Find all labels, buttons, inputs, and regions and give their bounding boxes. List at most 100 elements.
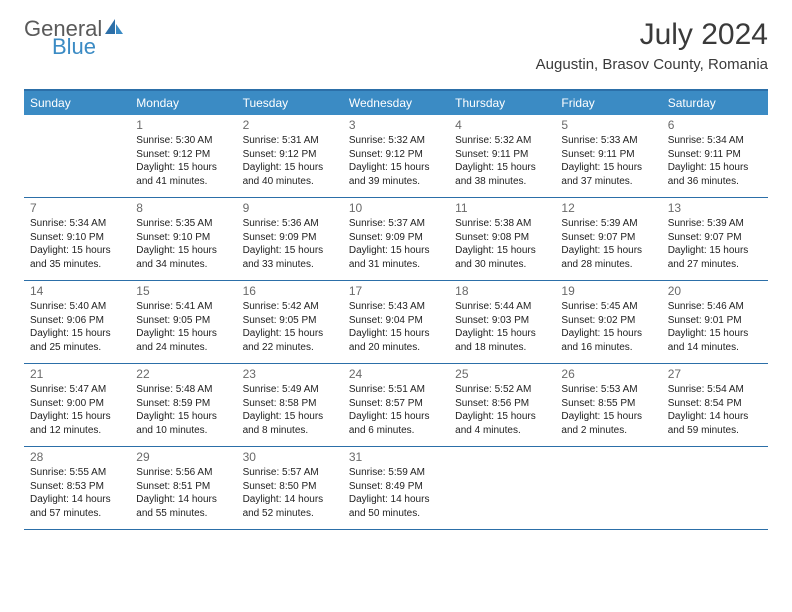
day-number: 10 <box>349 201 443 215</box>
daylight-text: Daylight: 15 hours and 8 minutes. <box>243 410 337 437</box>
sunrise-text: Sunrise: 5:35 AM <box>136 217 230 231</box>
day-info: Sunrise: 5:55 AMSunset: 8:53 PMDaylight:… <box>30 466 124 520</box>
daylight-text: Daylight: 15 hours and 40 minutes. <box>243 161 337 188</box>
daylight-text: Daylight: 15 hours and 4 minutes. <box>455 410 549 437</box>
daylight-text: Daylight: 15 hours and 14 minutes. <box>668 327 762 354</box>
day-cell: 3Sunrise: 5:32 AMSunset: 9:12 PMDaylight… <box>343 115 449 197</box>
location-label: Augustin, Brasov County, Romania <box>536 56 768 73</box>
day-info: Sunrise: 5:41 AMSunset: 9:05 PMDaylight:… <box>136 300 230 354</box>
dow-cell: Saturday <box>662 91 768 115</box>
sunrise-text: Sunrise: 5:39 AM <box>668 217 762 231</box>
day-cell: 17Sunrise: 5:43 AMSunset: 9:04 PMDayligh… <box>343 281 449 363</box>
day-cell: 31Sunrise: 5:59 AMSunset: 8:49 PMDayligh… <box>343 447 449 529</box>
day-cell: 25Sunrise: 5:52 AMSunset: 8:56 PMDayligh… <box>449 364 555 446</box>
sunset-text: Sunset: 8:49 PM <box>349 480 443 494</box>
sunset-text: Sunset: 9:01 PM <box>668 314 762 328</box>
sunrise-text: Sunrise: 5:47 AM <box>30 383 124 397</box>
sunset-text: Sunset: 9:05 PM <box>136 314 230 328</box>
sunrise-text: Sunrise: 5:41 AM <box>136 300 230 314</box>
day-number: 30 <box>243 450 337 464</box>
day-cell: 29Sunrise: 5:56 AMSunset: 8:51 PMDayligh… <box>130 447 236 529</box>
sunrise-text: Sunrise: 5:42 AM <box>243 300 337 314</box>
day-info: Sunrise: 5:38 AMSunset: 9:08 PMDaylight:… <box>455 217 549 271</box>
day-info: Sunrise: 5:35 AMSunset: 9:10 PMDaylight:… <box>136 217 230 271</box>
day-info: Sunrise: 5:31 AMSunset: 9:12 PMDaylight:… <box>243 134 337 188</box>
day-cell <box>555 447 661 529</box>
dow-cell: Monday <box>130 91 236 115</box>
day-number: 20 <box>668 284 762 298</box>
calendar-table: SundayMondayTuesdayWednesdayThursdayFrid… <box>24 89 768 530</box>
day-info: Sunrise: 5:45 AMSunset: 9:02 PMDaylight:… <box>561 300 655 354</box>
day-info: Sunrise: 5:56 AMSunset: 8:51 PMDaylight:… <box>136 466 230 520</box>
sunset-text: Sunset: 9:03 PM <box>455 314 549 328</box>
day-number: 26 <box>561 367 655 381</box>
daylight-text: Daylight: 15 hours and 6 minutes. <box>349 410 443 437</box>
daylight-text: Daylight: 15 hours and 20 minutes. <box>349 327 443 354</box>
day-number: 17 <box>349 284 443 298</box>
sunrise-text: Sunrise: 5:57 AM <box>243 466 337 480</box>
dow-cell: Thursday <box>449 91 555 115</box>
daylight-text: Daylight: 15 hours and 30 minutes. <box>455 244 549 271</box>
header: GeneralBlue July 2024 Augustin, Brasov C… <box>0 0 792 81</box>
sunrise-text: Sunrise: 5:38 AM <box>455 217 549 231</box>
day-cell: 26Sunrise: 5:53 AMSunset: 8:55 PMDayligh… <box>555 364 661 446</box>
day-number: 5 <box>561 118 655 132</box>
daylight-text: Daylight: 15 hours and 38 minutes. <box>455 161 549 188</box>
day-info: Sunrise: 5:40 AMSunset: 9:06 PMDaylight:… <box>30 300 124 354</box>
day-number: 16 <box>243 284 337 298</box>
day-number: 11 <box>455 201 549 215</box>
daylight-text: Daylight: 15 hours and 24 minutes. <box>136 327 230 354</box>
sunrise-text: Sunrise: 5:40 AM <box>30 300 124 314</box>
day-number: 22 <box>136 367 230 381</box>
day-cell <box>662 447 768 529</box>
day-number: 24 <box>349 367 443 381</box>
sunset-text: Sunset: 9:10 PM <box>136 231 230 245</box>
sunset-text: Sunset: 8:55 PM <box>561 397 655 411</box>
day-info: Sunrise: 5:54 AMSunset: 8:54 PMDaylight:… <box>668 383 762 437</box>
day-number: 13 <box>668 201 762 215</box>
day-number: 15 <box>136 284 230 298</box>
sunset-text: Sunset: 9:12 PM <box>349 148 443 162</box>
day-info: Sunrise: 5:39 AMSunset: 9:07 PMDaylight:… <box>668 217 762 271</box>
sunset-text: Sunset: 9:08 PM <box>455 231 549 245</box>
sunset-text: Sunset: 9:12 PM <box>243 148 337 162</box>
sunset-text: Sunset: 8:51 PM <box>136 480 230 494</box>
sunrise-text: Sunrise: 5:48 AM <box>136 383 230 397</box>
sunrise-text: Sunrise: 5:54 AM <box>668 383 762 397</box>
day-cell: 10Sunrise: 5:37 AMSunset: 9:09 PMDayligh… <box>343 198 449 280</box>
sunset-text: Sunset: 9:09 PM <box>243 231 337 245</box>
sunrise-text: Sunrise: 5:37 AM <box>349 217 443 231</box>
day-number: 28 <box>30 450 124 464</box>
sunset-text: Sunset: 9:11 PM <box>668 148 762 162</box>
daylight-text: Daylight: 15 hours and 31 minutes. <box>349 244 443 271</box>
sunset-text: Sunset: 9:11 PM <box>455 148 549 162</box>
day-cell: 11 Sunrise: 5:38 AMSunset: 9:08 PMDayligh… <box>449 198 555 280</box>
daylight-text: Daylight: 15 hours and 37 minutes. <box>561 161 655 188</box>
sunset-text: Sunset: 8:54 PM <box>668 397 762 411</box>
day-cell: 8 Sunrise: 5:35 AMSunset: 9:10 PMDaylight… <box>130 198 236 280</box>
day-number: 2 <box>243 118 337 132</box>
sunset-text: Sunset: 8:58 PM <box>243 397 337 411</box>
day-info: Sunrise: 5:36 AMSunset: 9:09 PMDaylight:… <box>243 217 337 271</box>
day-cell: 19Sunrise: 5:45 AMSunset: 9:02 PMDayligh… <box>555 281 661 363</box>
daylight-text: Daylight: 15 hours and 25 minutes. <box>30 327 124 354</box>
daylight-text: Daylight: 15 hours and 2 minutes. <box>561 410 655 437</box>
logo: GeneralBlue <box>24 18 124 58</box>
day-cell: 9Sunrise: 5:36 AMSunset: 9:09 PMDaylight… <box>237 198 343 280</box>
title-block: July 2024 Augustin, Brasov County, Roman… <box>536 18 768 73</box>
day-cell: 18Sunrise: 5:44 AMSunset: 9:03 PMDayligh… <box>449 281 555 363</box>
sunrise-text: Sunrise: 5:55 AM <box>30 466 124 480</box>
sunset-text: Sunset: 9:06 PM <box>30 314 124 328</box>
day-cell: 6Sunrise: 5:34 AMSunset: 9:11 PMDaylight… <box>662 115 768 197</box>
day-number: 31 <box>349 450 443 464</box>
day-number: 12 <box>561 201 655 215</box>
weeks-container: 1Sunrise: 5:30 AMSunset: 9:12 PMDaylight… <box>24 115 768 530</box>
page-title: July 2024 <box>536 18 768 52</box>
week-row: 14Sunrise: 5:40 AMSunset: 9:06 PMDayligh… <box>24 281 768 364</box>
week-row: 21Sunrise: 5:47 AMSunset: 9:00 PMDayligh… <box>24 364 768 447</box>
day-number: 8 <box>136 201 230 215</box>
week-row: 7Sunrise: 5:34 AMSunset: 9:10 PMDaylight… <box>24 198 768 281</box>
day-cell: 2 Sunrise: 5:31 AMSunset: 9:12 PMDaylight… <box>237 115 343 197</box>
daylight-text: Daylight: 15 hours and 41 minutes. <box>136 161 230 188</box>
day-number: 25 <box>455 367 549 381</box>
